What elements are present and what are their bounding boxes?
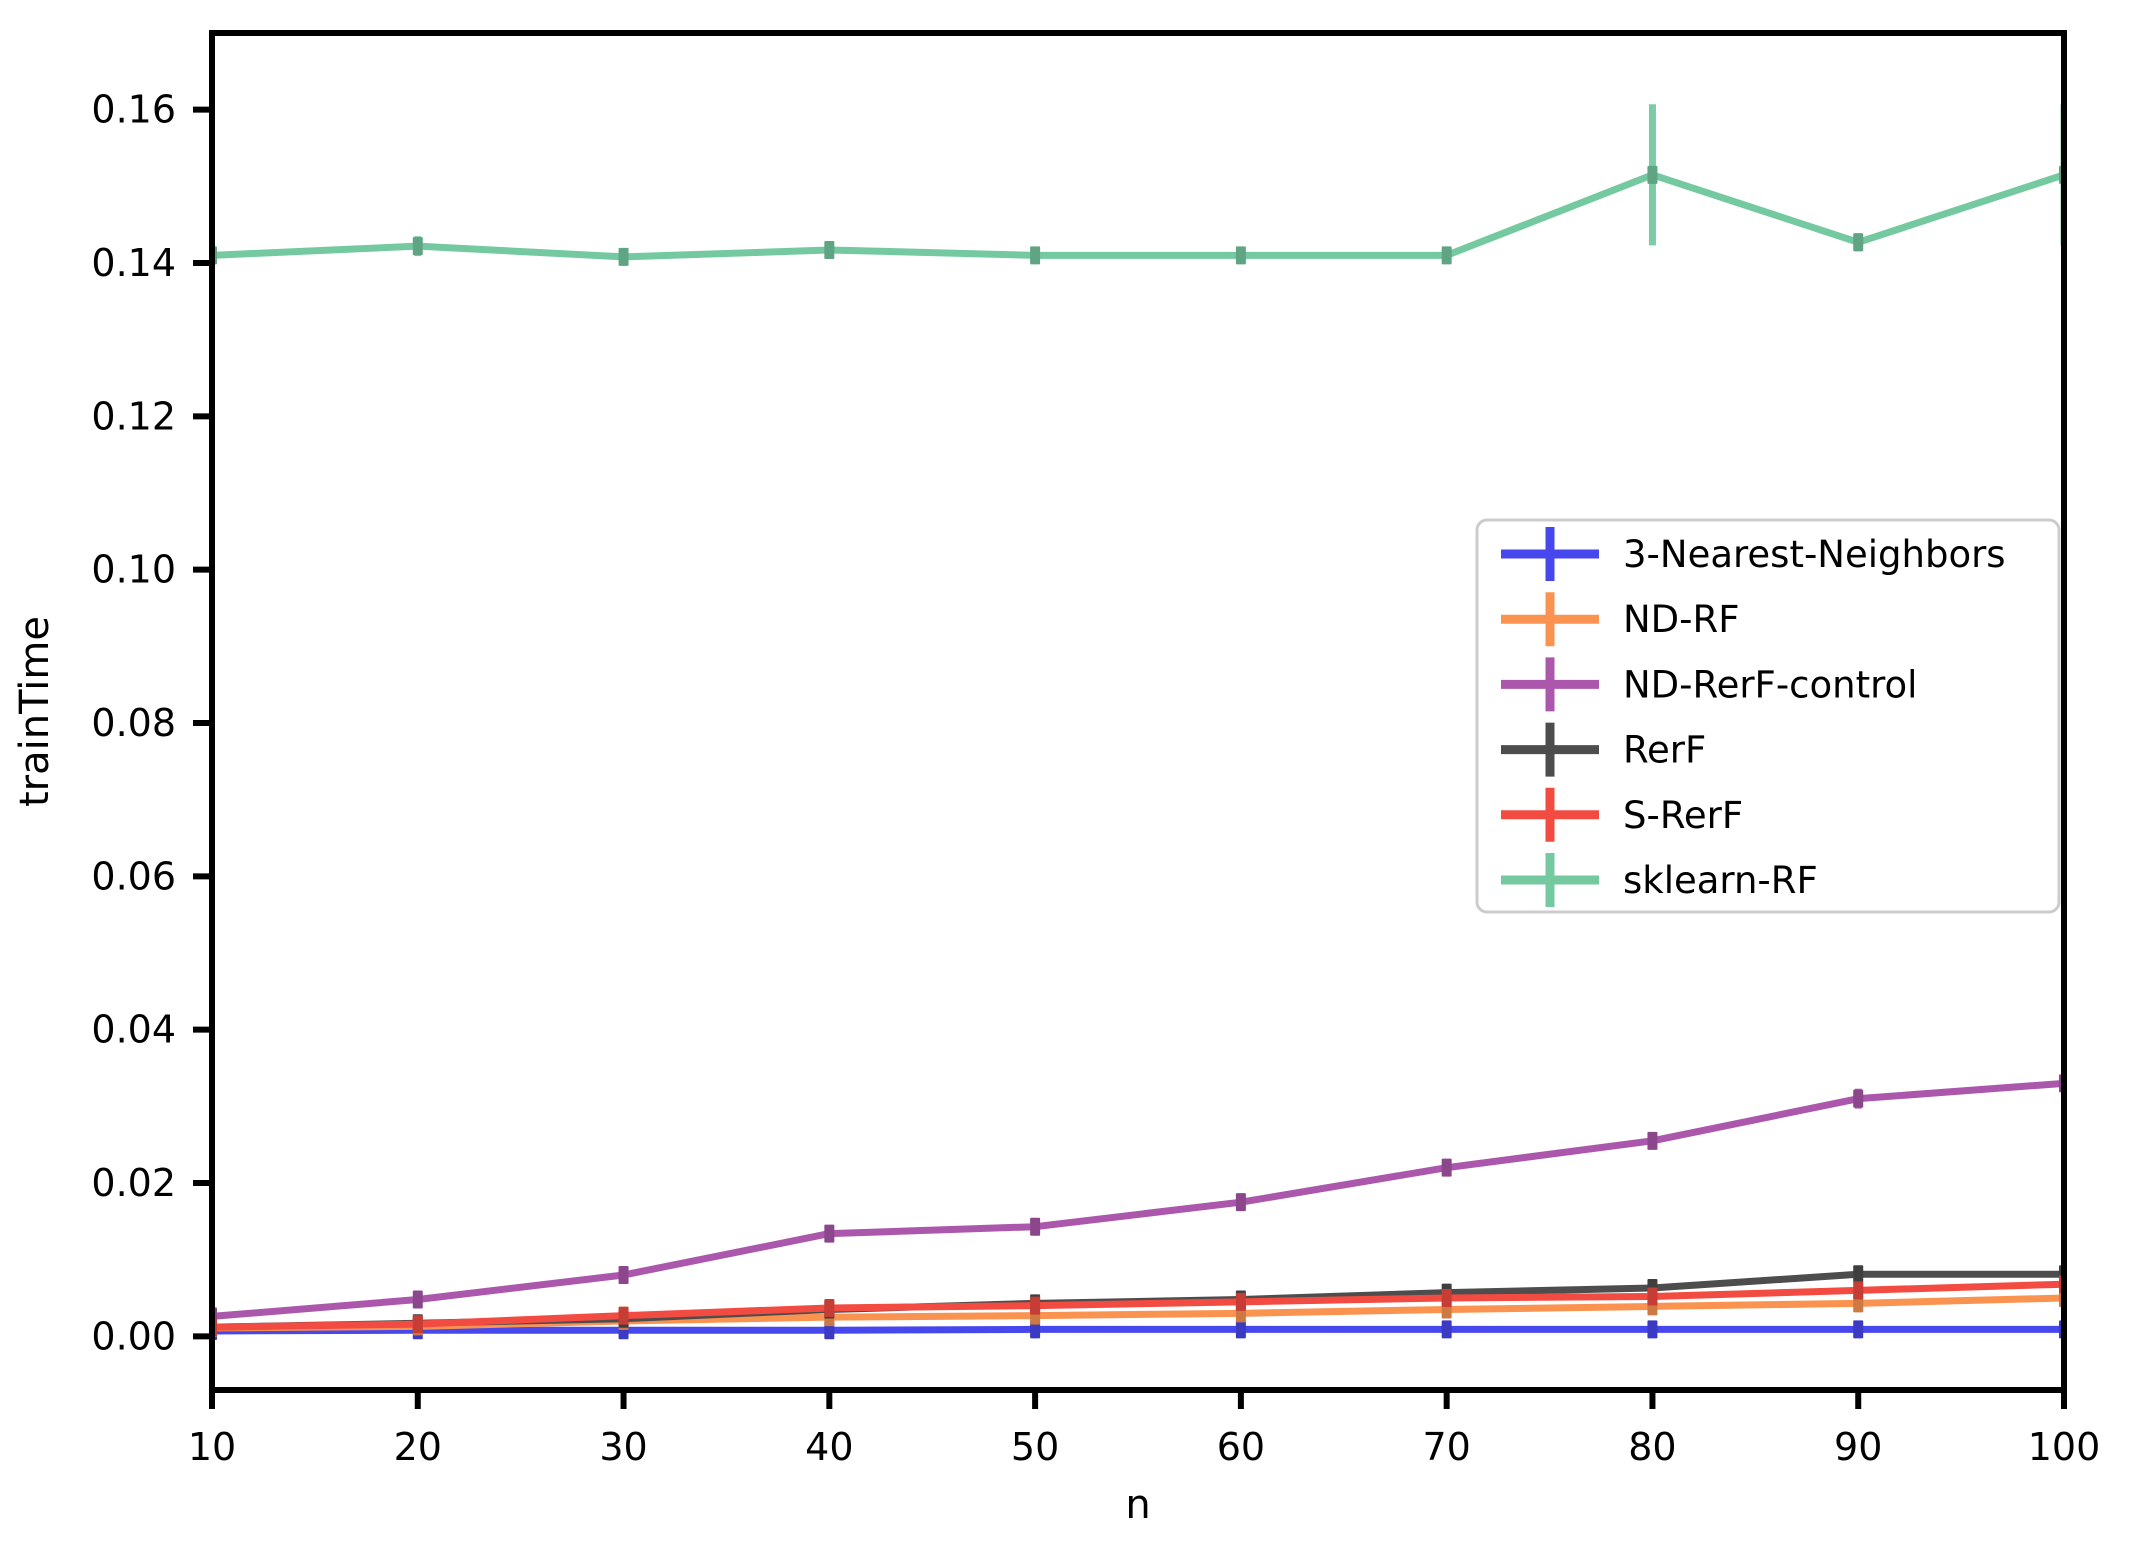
legend-label: ND-RerF-control	[1623, 663, 1917, 706]
legend-item-3-nearest-neighbors: 3-Nearest-Neighbors	[1501, 527, 2006, 581]
data-point-marker	[1441, 1320, 1452, 1339]
x-tick-label: 50	[1011, 1425, 1059, 1469]
data-point-marker	[824, 1224, 835, 1243]
data-point-marker	[1853, 233, 1864, 252]
y-tick-label: 0.06	[91, 854, 176, 898]
legend-label: RerF	[1623, 729, 1706, 772]
data-point-marker	[1647, 165, 1658, 184]
y-axis: 0.00 0.02 0.04 0.06 0.08 0.10 0.12 0.14 0.16	[91, 88, 212, 1358]
data-point-marker	[412, 237, 423, 256]
legend-item-s-rerf: S-RerF	[1501, 787, 1743, 842]
data-point-marker	[618, 1306, 629, 1325]
legend-label: sklearn-RF	[1623, 859, 1818, 902]
data-point-marker	[1030, 1320, 1041, 1339]
data-point-marker	[1441, 246, 1452, 265]
series-line	[211, 1079, 2065, 1320]
legend-label: S-RerF	[1623, 794, 1743, 837]
y-axis-label: trainTime	[12, 616, 58, 807]
y-tick-label: 0.08	[91, 701, 176, 745]
legend-item-nd-rerf-control: ND-RerF-control	[1501, 657, 1917, 712]
data-point-marker	[1853, 1265, 1864, 1284]
data-point-marker	[1441, 1289, 1452, 1307]
data-point-marker	[1030, 246, 1041, 265]
axes: 0.00 0.02 0.04 0.06 0.08 0.10 0.12 0.14 0.16 10 20…	[12, 88, 2100, 1528]
data-point-marker	[824, 240, 835, 259]
legend: 3-Nearest-Neighbors ND-RF ND-RerF-control R…	[1475, 518, 2061, 914]
x-tick-label: 90	[1834, 1425, 1882, 1469]
legend-label: ND-RF	[1623, 598, 1740, 641]
series-line	[211, 1280, 2065, 1331]
x-tick-label: 20	[394, 1425, 442, 1469]
data-point-marker	[1647, 1320, 1658, 1339]
data-point-marker	[824, 1298, 835, 1317]
data-point-marker	[1235, 1320, 1246, 1339]
series-line	[211, 1325, 2064, 1335]
y-tick-label: 0.14	[91, 241, 176, 285]
x-tick-label: 40	[805, 1425, 853, 1469]
y-tick-label: 0.04	[91, 1008, 176, 1052]
x-tick-label: 70	[1422, 1425, 1470, 1469]
data-point-marker	[618, 1266, 629, 1284]
y-tick-label: 0.10	[91, 548, 176, 592]
data-point-marker	[1235, 1193, 1246, 1212]
y-tick-label: 0.02	[91, 1161, 176, 1205]
legend-item-rerf: RerF	[1501, 722, 1706, 777]
series-line	[211, 171, 2066, 261]
data-point-marker	[1647, 1131, 1658, 1150]
series-nd-rerf-control	[209, 1074, 2067, 1326]
x-tick-label: 10	[188, 1425, 236, 1469]
plot-frame	[209, 30, 2067, 1393]
data-point-marker	[1853, 1320, 1864, 1339]
data-point-marker	[1647, 1287, 1658, 1306]
x-tick-label: 30	[599, 1425, 647, 1469]
y-tick-label: 0.12	[91, 394, 176, 438]
x-tick-label: 80	[1628, 1425, 1676, 1469]
data-point-marker	[1030, 1217, 1041, 1236]
data-point-marker	[1853, 1281, 1864, 1300]
legend-item-sklearn-rf: sklearn-RF	[1501, 853, 1818, 907]
legend-box	[1475, 518, 2061, 914]
data-point-marker	[1235, 246, 1246, 265]
data-point-marker	[618, 247, 629, 266]
data-point-marker	[412, 1315, 423, 1334]
data-point-marker	[1441, 1158, 1452, 1177]
y-tick-label: 0.16	[91, 88, 176, 132]
legend-item-nd-rf: ND-RF	[1501, 592, 1740, 647]
data-point-marker	[412, 1290, 423, 1309]
x-tick-label: 60	[1217, 1425, 1265, 1469]
data-point-marker	[1853, 1089, 1864, 1108]
x-axis-label: n	[1125, 1482, 1150, 1528]
data-point-marker	[1235, 1292, 1246, 1311]
y-tick-label: 0.00	[91, 1314, 176, 1358]
data-point-marker	[1030, 1296, 1041, 1315]
x-tick-label: 100	[2028, 1425, 2101, 1469]
x-axis: 10 20 30 40 50 60 70 80 90 100	[188, 1390, 2100, 1469]
legend-label: 3-Nearest-Neighbors	[1623, 533, 2006, 576]
series-sklearn-rf	[209, 104, 2067, 266]
